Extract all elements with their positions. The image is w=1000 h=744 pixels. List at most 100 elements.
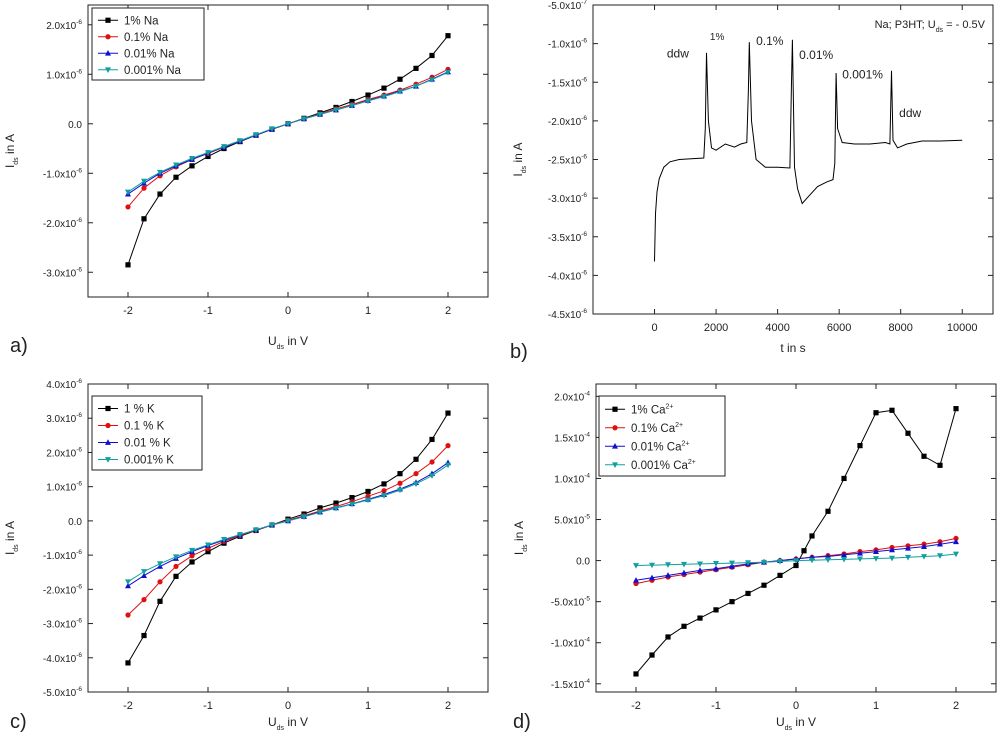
- y-tick-label: -2.0x10-6: [548, 115, 588, 128]
- data-point: [445, 462, 451, 469]
- y-tick-label: -2.0x10-6: [43, 583, 83, 596]
- panel-label: a): [10, 335, 28, 357]
- data-point: [697, 567, 703, 573]
- data-point: [141, 216, 147, 222]
- data-point: [809, 533, 815, 539]
- panel-label: c): [10, 711, 27, 733]
- legend-label: 0.01% Ca2+: [631, 440, 690, 453]
- data-point: [429, 436, 435, 443]
- series-2: [125, 66, 451, 210]
- data-point: [953, 535, 959, 542]
- data-point: [429, 52, 435, 59]
- legend-label: 0.1% Ca2+: [631, 422, 683, 435]
- legend-label: 0.1 % K: [124, 421, 165, 433]
- y-tick-label: 0.0: [68, 517, 82, 528]
- data-point: [349, 98, 355, 105]
- y-axis-label: Ids in A: [3, 521, 20, 555]
- data-point: [649, 652, 655, 658]
- annotation: 0.01%: [799, 48, 833, 62]
- data-point: [157, 169, 163, 176]
- data-point: [173, 174, 179, 180]
- data-point: [397, 76, 403, 82]
- data-point: [681, 561, 687, 568]
- data-point: [905, 430, 911, 436]
- data-point: [173, 573, 179, 579]
- annotation: ddw: [667, 47, 689, 61]
- data-point: [665, 634, 671, 640]
- data-point: [873, 556, 879, 562]
- data-point: [157, 579, 163, 585]
- data-point: [301, 116, 307, 123]
- data-point: [125, 612, 131, 618]
- data-point: [141, 632, 147, 639]
- data-point: [381, 488, 387, 494]
- data-point: [729, 560, 735, 567]
- data-point: [953, 406, 959, 412]
- y-tick-label: -1.0x10-4: [551, 637, 591, 650]
- y-tick-label: -3.5x10-6: [548, 231, 588, 244]
- annotation: 1%: [710, 32, 725, 43]
- data-point: [269, 126, 275, 132]
- data-point: [445, 410, 451, 416]
- panel-label: b): [510, 341, 528, 363]
- annotation: 0.1%: [756, 34, 784, 48]
- y-tick-label: 3.0x10-6: [46, 412, 82, 425]
- data-point: [745, 590, 751, 597]
- data-point: [317, 111, 323, 118]
- data-point: [125, 660, 131, 666]
- data-point: [189, 163, 195, 169]
- data-point: [413, 65, 419, 71]
- y-tick-label: 2.0x10-6: [46, 446, 82, 459]
- data-point: [365, 488, 371, 495]
- x-tick-label: 1: [873, 700, 879, 712]
- data-point: [125, 204, 131, 210]
- chart-title: Na; P3HT; Uds = - 0.5V: [875, 19, 986, 34]
- data-point: [365, 497, 371, 504]
- legend-marker: [105, 457, 111, 463]
- series-4: [633, 551, 959, 569]
- data-point: [333, 505, 339, 512]
- legend-marker: [105, 17, 111, 23]
- data-point: [857, 556, 863, 563]
- legend-label: 0.1% Na: [124, 32, 169, 44]
- y-tick-label: -1.0x10-6: [548, 38, 588, 51]
- x-axis-label: Uds in V: [776, 715, 816, 732]
- legend-label: 0.001% Na: [124, 65, 182, 77]
- data-point: [413, 471, 419, 477]
- data-point: [713, 561, 719, 567]
- chart-c: -2 -1 0 1 2 -5.0x10-6 -4.0x10-6 -3.0x10-6 -2.0x1…: [3, 378, 489, 733]
- data-point: [317, 505, 323, 511]
- data-point: [905, 545, 911, 551]
- data-point: [953, 551, 959, 558]
- data-point: [173, 563, 179, 570]
- legend: 1 % K 0.1 % K 0.01 % K 0.001% K: [91, 395, 203, 471]
- data-point: [189, 559, 195, 565]
- data-point: [777, 572, 783, 578]
- data-point: [221, 144, 227, 150]
- data-point: [237, 532, 243, 538]
- data-point: [349, 501, 355, 508]
- x-tick-label: 6000: [827, 322, 851, 334]
- y-tick-label: 2.0x10-4: [554, 390, 590, 403]
- data-point: [397, 487, 403, 494]
- y-axis-label: Ids in A: [3, 134, 20, 168]
- x-tick-label: 8000: [888, 322, 912, 334]
- y-tick-label: 4.0x10-6: [46, 378, 82, 391]
- data-point: [873, 548, 879, 554]
- data-point: [665, 562, 671, 568]
- x-tick-label: -1: [203, 700, 213, 712]
- data-point: [141, 572, 147, 579]
- legend-marker: [105, 422, 111, 429]
- annotation: ddw: [899, 106, 921, 120]
- x-tick-label: 0: [285, 700, 291, 712]
- data-point: [157, 598, 163, 604]
- data-point: [921, 554, 927, 560]
- data-point: [365, 92, 371, 98]
- legend-marker: [612, 443, 618, 449]
- data-point: [189, 553, 195, 559]
- data-point: [125, 582, 131, 589]
- data-point: [157, 561, 163, 567]
- x-tick-label: 0: [651, 322, 657, 334]
- x-axis-label: Uds in V: [268, 715, 308, 732]
- chart-d: -2 -1 0 1 2 -1.5x10-4 -1.0x10-4 -5.0x10-5 0.0 5.0…: [512, 383, 997, 733]
